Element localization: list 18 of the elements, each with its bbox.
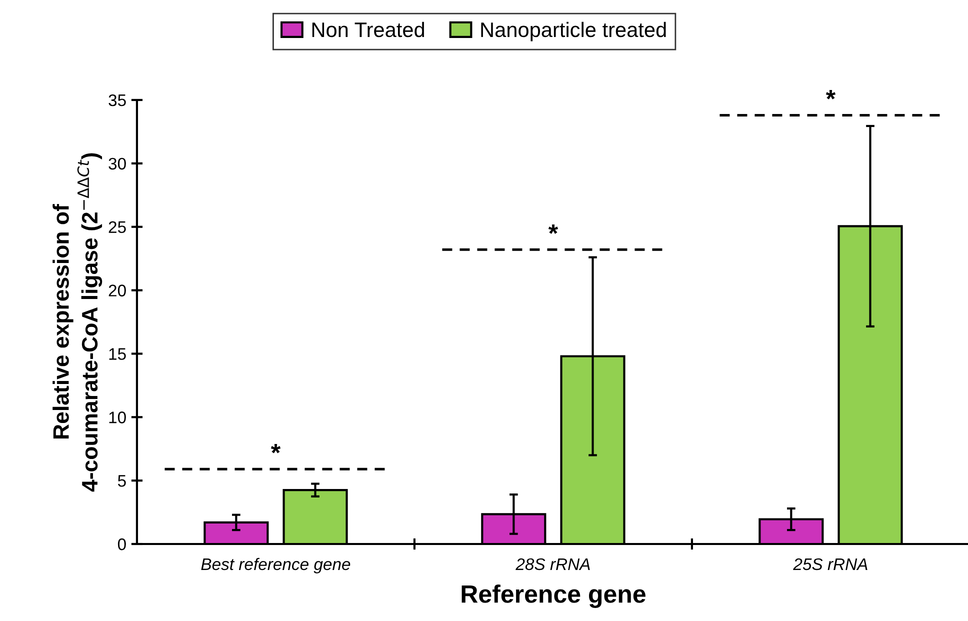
x-tick-label: 28S rRNA xyxy=(516,558,590,570)
y-tick-label: 30 xyxy=(108,158,126,170)
legend-label: Nanoparticle treated xyxy=(481,22,666,42)
y-tick-label: 35 xyxy=(108,94,126,106)
y-tick-label: 25 xyxy=(108,221,126,234)
y-tick-label: 10 xyxy=(109,412,126,424)
y-tick-label: 5 xyxy=(118,475,126,487)
ref-line-label: * xyxy=(548,224,558,234)
x-axis-title: Reference gene xyxy=(462,584,646,608)
y-tick-label: 15 xyxy=(109,348,126,360)
y-tick-label: 0 xyxy=(118,538,126,550)
x-tick-label: Best reference gene xyxy=(201,558,350,574)
y-tick-label: 20 xyxy=(108,284,126,296)
x-tick-label: 25S rRNA xyxy=(793,558,868,570)
y-axis-title: Relative expression of 4-coumarate-CoA ligase (2$^{−ΔΔCt}$) xyxy=(52,153,102,492)
ref-line-label: * xyxy=(826,90,836,100)
legend-label: Non Treated xyxy=(312,22,424,38)
ref-line-label: * xyxy=(270,444,281,454)
